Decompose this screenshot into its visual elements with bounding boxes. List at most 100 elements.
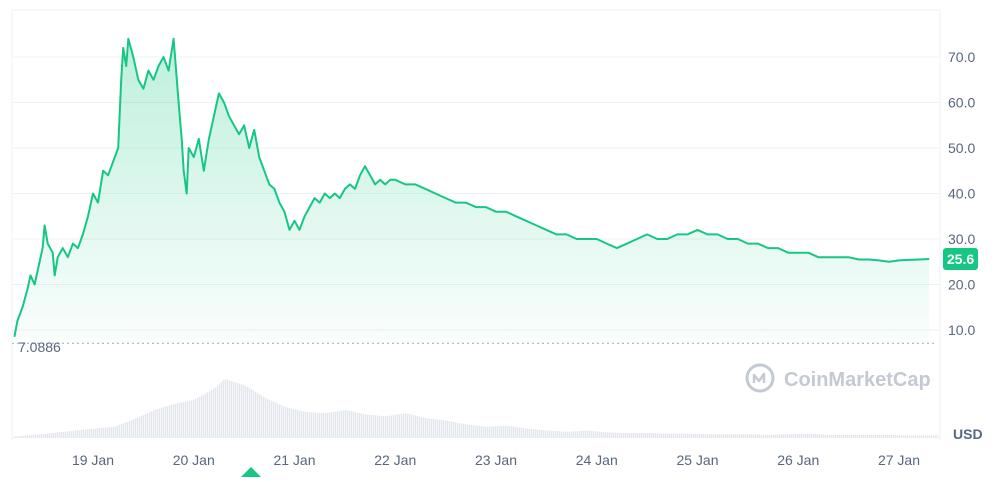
volume-bar	[849, 434, 851, 438]
volume-bar	[333, 411, 335, 438]
volume-bar	[831, 434, 833, 438]
volume-bar	[145, 414, 147, 438]
volume-bar	[39, 434, 41, 438]
start-price-label: 7.0886	[18, 339, 61, 355]
volume-bar	[101, 427, 103, 438]
volume-bar	[63, 431, 65, 438]
volume-bar	[799, 433, 801, 438]
volume-bar	[227, 380, 229, 438]
volume-bar	[437, 419, 439, 438]
volume-bar	[237, 383, 239, 438]
volume-bar	[305, 411, 307, 438]
volume-bar	[375, 415, 377, 438]
volume-bar	[33, 434, 35, 438]
volume-bar	[23, 435, 25, 438]
volume-bar	[651, 433, 653, 438]
volume-bar	[771, 434, 773, 438]
volume-bar	[65, 431, 67, 438]
volume-bar	[909, 435, 911, 438]
volume-bar	[125, 422, 127, 438]
volume-bar	[895, 435, 897, 438]
volume-bar	[209, 391, 211, 438]
volume-bar	[839, 434, 841, 438]
volume-bar	[563, 431, 565, 438]
volume-bar	[215, 387, 217, 438]
volume-bar	[77, 430, 79, 438]
volume-bar	[235, 382, 237, 438]
volume-bar	[673, 433, 675, 438]
volume-bar	[561, 431, 563, 438]
volume-bar	[659, 433, 661, 438]
volume-bar	[321, 412, 323, 438]
price-line[interactable]	[13, 37, 930, 337]
volume-bar	[349, 410, 351, 438]
volume-bar	[21, 435, 23, 438]
volume-bar	[573, 431, 575, 438]
watermark: CoinMarketCap	[745, 363, 931, 393]
volume-bar	[107, 427, 109, 438]
volume-bar	[405, 413, 407, 438]
volume-bar	[819, 434, 821, 438]
volume-bar	[887, 434, 889, 438]
volume-bar	[427, 418, 429, 438]
volume-bar	[855, 434, 857, 438]
volume-bar	[29, 435, 31, 438]
volume-bar	[529, 428, 531, 438]
volume-bar	[261, 395, 263, 438]
volume-bar	[635, 433, 637, 438]
volume-bar	[229, 380, 231, 438]
volume-bar	[889, 434, 891, 438]
volume-bar	[793, 434, 795, 438]
volume-bar	[543, 430, 545, 438]
current-price-badge-background	[943, 248, 978, 271]
volume-bar	[463, 423, 465, 438]
volume-bar	[623, 432, 625, 438]
volume-bar	[195, 398, 197, 438]
volume-bar	[525, 428, 527, 438]
volume-bar	[207, 392, 209, 438]
volume-bar	[255, 391, 257, 438]
volume-bar	[377, 415, 379, 438]
volume-bar	[865, 434, 867, 438]
volume-bar	[265, 398, 267, 438]
volume-bar	[303, 411, 305, 438]
volume-bar	[119, 424, 121, 438]
volume-bar	[381, 415, 383, 438]
volume-bar	[263, 396, 265, 438]
volume-bar	[373, 415, 375, 438]
volume-bar	[775, 434, 777, 438]
volume-bar	[435, 419, 437, 438]
volume-bar	[777, 434, 779, 438]
volume-bar	[285, 407, 287, 438]
volume-bar	[55, 432, 57, 438]
volume-bar	[617, 432, 619, 438]
volume-bar	[885, 434, 887, 438]
range-handle-icon[interactable]	[241, 467, 261, 477]
volume-bar	[355, 412, 357, 438]
volume-bar	[873, 434, 875, 438]
volume-bar	[587, 430, 589, 438]
volume-bar	[233, 381, 235, 438]
volume-bar	[197, 397, 199, 438]
volume-bar	[841, 434, 843, 438]
volume-bar	[467, 424, 469, 438]
volume-bar	[287, 407, 289, 438]
volume-bar	[737, 434, 739, 438]
volume-bar	[137, 417, 139, 438]
volume-bars	[13, 379, 939, 438]
volume-bar	[391, 415, 393, 438]
volume-bar	[85, 429, 87, 438]
volume-bar	[919, 435, 921, 438]
volume-bar	[335, 411, 337, 438]
volume-bar	[761, 434, 763, 438]
volume-bar	[569, 431, 571, 438]
volume-bar	[911, 435, 913, 438]
volume-bar	[845, 434, 847, 438]
volume-bar	[929, 435, 931, 438]
volume-bar	[625, 432, 627, 438]
volume-bar	[271, 400, 273, 438]
volume-bar	[697, 433, 699, 438]
volume-bar	[203, 394, 205, 438]
